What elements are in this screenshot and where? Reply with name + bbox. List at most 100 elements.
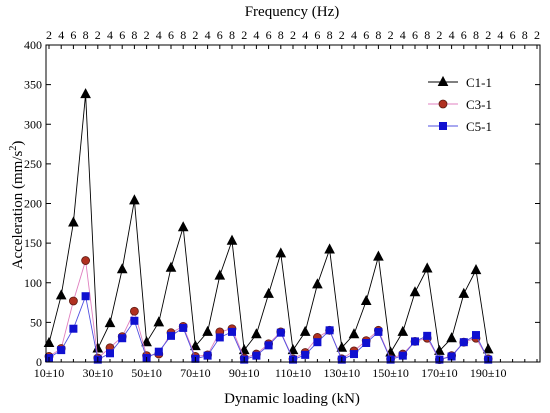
- data-point: [130, 316, 139, 325]
- x-tick-label: 90±10: [229, 366, 260, 380]
- top-tick-label: 4: [58, 28, 64, 42]
- top-tick-label: 2: [95, 28, 101, 42]
- top-tick-label: 2: [485, 28, 491, 42]
- data-point: [251, 328, 262, 339]
- data-point: [190, 340, 201, 351]
- y-tick-label: 200: [24, 197, 42, 211]
- top-tick-label: 6: [412, 28, 418, 42]
- top-tick-label: 6: [70, 28, 76, 42]
- top-tick-label: 6: [314, 28, 320, 42]
- data-point: [80, 88, 91, 99]
- legend-marker: [439, 122, 447, 130]
- top-tick-label: 4: [205, 28, 211, 42]
- legend-label: C3-1: [466, 97, 492, 112]
- data-point: [43, 336, 55, 347]
- top-tick-label: 2: [46, 28, 52, 42]
- data-point: [81, 256, 90, 265]
- top-tick-label: 6: [510, 28, 516, 42]
- plot-frame: [45, 44, 541, 363]
- x-tick-label: 70±10: [180, 366, 211, 380]
- data-point: [263, 287, 274, 298]
- data-point: [374, 327, 383, 336]
- top-tick-label: 8: [327, 28, 333, 42]
- data-point: [228, 327, 236, 336]
- y-tick-label: 50: [30, 315, 42, 329]
- y-axis-title: Acceleration (mm/s2): [8, 141, 26, 270]
- top-tick-label: 2: [192, 28, 198, 42]
- y-tick-label: 0: [36, 355, 42, 369]
- data-point: [470, 264, 482, 275]
- top-tick-label: 2: [388, 28, 394, 42]
- top-tick-label: 4: [156, 28, 162, 42]
- data-point: [434, 344, 445, 355]
- y-tick-label: 400: [24, 38, 42, 52]
- y-tick-label: 100: [24, 276, 42, 290]
- data-point: [421, 262, 433, 273]
- x-tick-label: 110±10: [275, 366, 311, 380]
- top-tick-label: 8: [375, 28, 381, 42]
- data-point: [350, 350, 358, 359]
- data-point: [69, 324, 78, 333]
- data-point: [362, 338, 371, 347]
- x-tick-label: 10±10: [34, 366, 65, 380]
- data-point: [472, 331, 480, 340]
- data-point: [104, 317, 116, 328]
- data-point: [81, 292, 90, 301]
- y-tick-label: 250: [24, 157, 42, 171]
- top-tick-label: 8: [131, 28, 137, 42]
- data-point: [325, 326, 334, 335]
- y-axis-title-close: ): [10, 141, 26, 146]
- top-tick-label: 6: [217, 28, 223, 42]
- data-point: [154, 347, 163, 356]
- top-tick-label: 8: [473, 28, 479, 42]
- data-point: [409, 286, 421, 297]
- data-point: [411, 337, 419, 346]
- top-tick-label: 2: [290, 28, 296, 42]
- data-point: [106, 349, 114, 358]
- data-point: [203, 351, 212, 360]
- data-point: [446, 332, 457, 343]
- top-tick-label: 4: [253, 28, 259, 42]
- data-point: [458, 287, 470, 298]
- top-tick-label: 8: [83, 28, 89, 42]
- top-tick-label: 2: [534, 28, 540, 42]
- y-tick-label: 350: [24, 78, 42, 92]
- data-point: [348, 328, 360, 339]
- data-point: [287, 344, 299, 355]
- top-tick-label: 4: [400, 28, 406, 42]
- data-point: [252, 351, 261, 360]
- top-tick-label: 4: [449, 28, 455, 42]
- legend-label: C1-1: [466, 75, 492, 90]
- top-tick-label: 6: [266, 28, 272, 42]
- data-point: [276, 328, 285, 337]
- series-line: [48, 294, 489, 361]
- top-tick-label: 4: [107, 28, 113, 42]
- data-point: [299, 325, 311, 336]
- x-tick-label: 170±10: [421, 366, 458, 380]
- series-line: [48, 94, 489, 354]
- x-tick-label: 150±10: [372, 366, 409, 380]
- series-c5-1: [45, 292, 493, 364]
- top-tick-label: 6: [461, 28, 467, 42]
- axes: [45, 44, 541, 363]
- data-point: [202, 325, 213, 336]
- data-point: [129, 194, 140, 205]
- data-point: [118, 334, 127, 343]
- top-tick-label: 8: [522, 28, 528, 42]
- data-point: [116, 263, 128, 274]
- top-axis-title: Frequency (Hz): [245, 4, 340, 20]
- data-point: [397, 325, 409, 336]
- data-point: [167, 331, 175, 340]
- top-tick-label: 2: [436, 28, 442, 42]
- data-point: [336, 341, 348, 352]
- data-point: [226, 234, 238, 245]
- top-tick-label: 8: [278, 28, 284, 42]
- top-tick-label: 4: [351, 28, 357, 42]
- data-point: [423, 331, 432, 340]
- data-point: [69, 296, 78, 306]
- data-point: [215, 333, 224, 342]
- data-point: [324, 243, 335, 254]
- top-tick-label: 6: [168, 28, 174, 42]
- legend: C1-1 C3-1 C5-1: [428, 75, 492, 134]
